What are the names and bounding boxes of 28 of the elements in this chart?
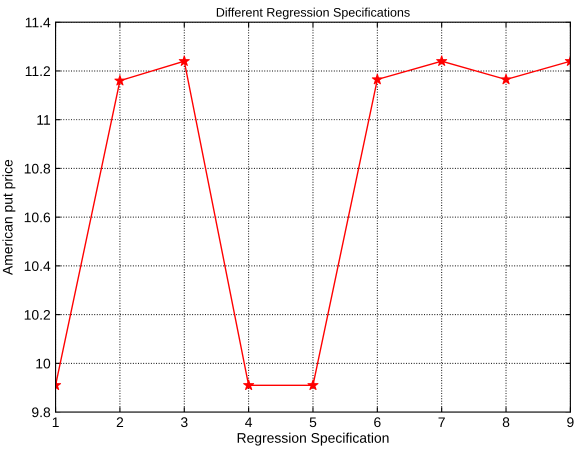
x-tick-label: 5 <box>310 417 316 428</box>
y-tick-label: 11 <box>37 115 50 125</box>
y-tick-label: 11.2 <box>26 66 50 76</box>
x-tick-label: 4 <box>245 417 252 427</box>
x-tick-label: 2 <box>116 417 124 427</box>
y-axis-title: American put price <box>2 160 16 276</box>
x-axis-title: Regression Specification <box>238 432 389 446</box>
x-tick-label: 9 <box>567 417 574 428</box>
y-tick-label: 10.2 <box>24 310 50 320</box>
point <box>436 55 448 66</box>
point <box>372 74 384 84</box>
x-tick-label: 8 <box>502 417 510 428</box>
point <box>178 55 190 66</box>
x-tick-label: 1 <box>52 417 59 427</box>
x-tick-label: 6 <box>374 417 381 428</box>
point <box>114 74 126 86</box>
point <box>307 379 319 390</box>
y-tick-label: 11.4 <box>26 18 50 28</box>
x-tick-label: 3 <box>180 417 188 428</box>
chart-title: Different Regression Specifications <box>216 8 410 20</box>
y-tick-label: 10.4 <box>24 261 50 272</box>
point <box>242 379 254 390</box>
y-tick-label: 10 <box>36 358 50 369</box>
x-tick-label: 7 <box>438 417 445 427</box>
y-tick-label: 10.8 <box>24 164 50 174</box>
point <box>500 74 512 84</box>
y-tick-label: 9.8 <box>32 407 50 418</box>
y-tick-label: 10.6 <box>24 212 50 222</box>
